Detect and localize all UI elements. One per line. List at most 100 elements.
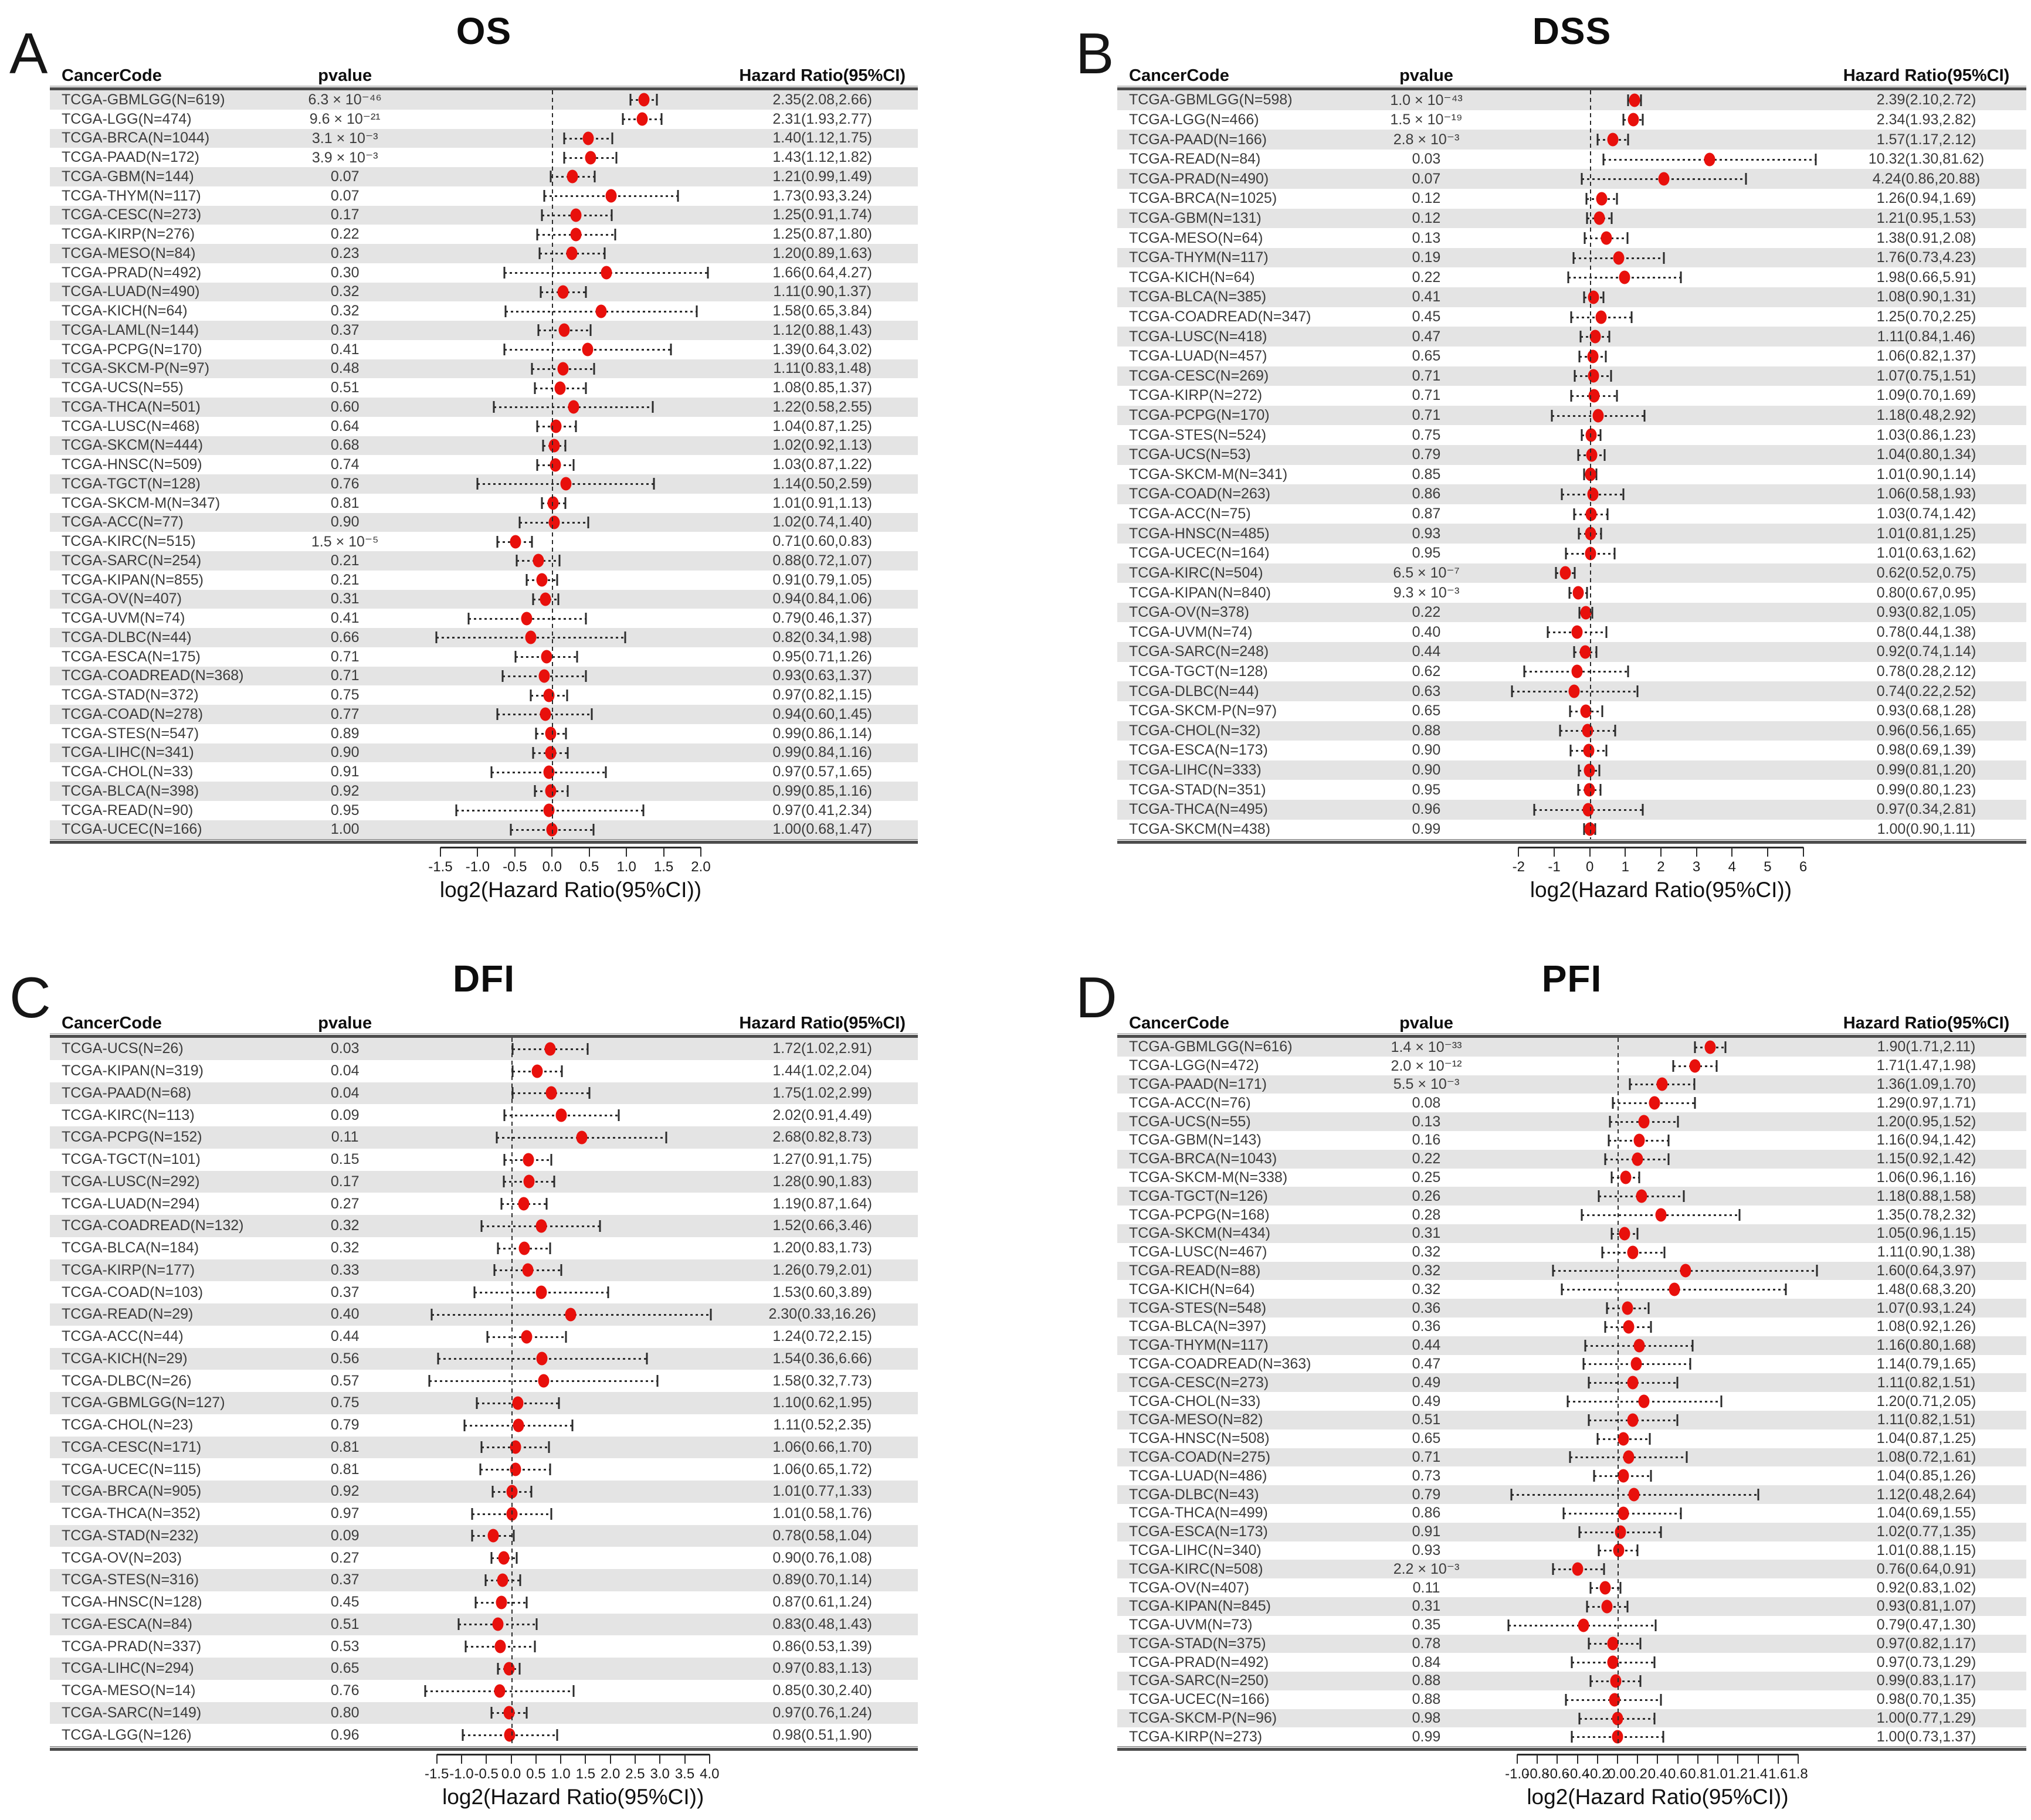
table-row: TCGA-LUAD(N=457) 0.65 1.06(0.82,1.37)	[1117, 347, 2026, 366]
ci-cap-left	[1602, 153, 1605, 165]
pvalue-label: 0.41	[330, 610, 360, 627]
ci-cap-left	[563, 151, 565, 164]
ci-plot-cell	[1499, 642, 1826, 662]
hazard-ratio-label: 1.60(0.64,3.97)	[1876, 1262, 1976, 1279]
hazard-ratio-dot	[568, 400, 579, 414]
panel-letter-d: D	[1076, 965, 1117, 1030]
hazard-ratio-dot	[548, 515, 560, 529]
ci-cap-left	[1578, 528, 1580, 540]
hazard-ratio-label: 1.03(0.87,1.22)	[772, 456, 872, 473]
x-axis-tick-label: 0.8	[1688, 1766, 1708, 1782]
hazard-ratio-label: 1.21(0.95,1.53)	[1876, 209, 1976, 226]
pvalue-label: 0.79	[1412, 1486, 1441, 1503]
hazard-ratio-label: 0.88(0.72,1.07)	[772, 552, 872, 569]
hazard-ratio-label: 1.35(0.78,2.32)	[1876, 1206, 1976, 1223]
ci-plot-cell	[415, 1171, 727, 1193]
cancer-code-label: TCGA-TGCT(N=126)	[1129, 1187, 1268, 1204]
reference-line-zero	[1617, 1038, 1619, 1746]
table-row: TCGA-READ(N=84) 0.03 10.32(1.30,81.62)	[1117, 150, 2026, 169]
cancer-code-label: TCGA-SARC(N=149)	[62, 1704, 202, 1721]
hazard-ratio-dot	[1618, 1432, 1629, 1446]
hazard-ratio-dot	[541, 650, 552, 664]
ci-cap-left	[493, 401, 495, 413]
pvalue-label: 0.80	[330, 1704, 360, 1721]
table-row: TCGA-BLCA(N=184) 0.32 1.20(0.83,1.73)	[50, 1237, 918, 1259]
hazard-ratio-label: 0.93(0.63,1.37)	[772, 667, 872, 684]
ci-cap-left	[537, 324, 540, 337]
x-axis-tick	[663, 847, 664, 857]
ci-cap-left	[1565, 1693, 1567, 1706]
hazard-ratio-label: 0.99(0.80,1.23)	[1876, 781, 1976, 798]
table-row: TCGA-TGCT(N=126) 0.26 1.18(0.88,1.58)	[1117, 1187, 2026, 1206]
hazard-ratio-label: 1.12(0.48,2.64)	[1876, 1486, 1976, 1503]
ci-cap-right	[556, 574, 558, 586]
hazard-ratio-dot	[1609, 1693, 1620, 1707]
cancer-code-label: TCGA-DLBC(N=44)	[1129, 682, 1259, 700]
table-row: TCGA-SKCM-P(N=97) 0.48 1.11(0.83,1.48)	[50, 359, 918, 379]
x-axis-tick	[1657, 1754, 1659, 1764]
ci-cap-left	[496, 1131, 498, 1143]
ci-plot-cell	[1499, 406, 1826, 426]
ci-cap-left	[1573, 508, 1575, 520]
table-row: TCGA-UCS(N=55) 0.51 1.08(0.85,1.37)	[50, 378, 918, 398]
hazard-ratio-label: 1.15(0.92,1.42)	[1876, 1150, 1976, 1167]
table-row: TCGA-LGG(N=126) 0.96 0.98(0.51,1.90)	[50, 1724, 918, 1746]
pvalue-label: 0.44	[330, 1328, 360, 1345]
pvalue-label: 0.90	[1412, 742, 1441, 759]
cancer-code-label: TCGA-CESC(N=273)	[62, 206, 202, 223]
x-axis-tick-label: -0.4	[1565, 1766, 1590, 1782]
hazard-ratio-label: 1.20(0.89,1.63)	[772, 245, 872, 262]
pvalue-label: 0.60	[330, 398, 360, 415]
hazard-ratio-label: 1.05(0.96,1.15)	[1876, 1225, 1976, 1242]
ci-cap-left	[490, 1552, 493, 1564]
hazard-ratio-label: 1.04(0.69,1.55)	[1876, 1505, 1976, 1522]
ci-cap-right	[1626, 1600, 1629, 1612]
table-row: TCGA-THCA(N=495) 0.96 0.97(0.34,2.81)	[1117, 799, 2026, 820]
table-row: TCGA-KICH(N=64) 0.32 1.58(0.65,3.84)	[50, 301, 918, 321]
hazard-ratio-dot	[544, 1042, 556, 1056]
hazard-ratio-label: 0.97(0.76,1.24)	[772, 1704, 872, 1721]
pvalue-label: 0.88	[1412, 1691, 1441, 1708]
column-header-hazard-ratio: Hazard Ratio(95%CI)	[739, 1014, 906, 1033]
table-row: TCGA-PCPG(N=168) 0.28 1.35(0.78,2.32)	[1117, 1206, 2026, 1224]
pvalue-label: 0.65	[330, 1660, 360, 1677]
ci-cap-left	[1568, 587, 1571, 599]
table-row: TCGA-MESO(N=84) 0.23 1.20(0.89,1.63)	[50, 244, 918, 263]
ci-cap-left	[511, 1043, 514, 1055]
pvalue-label: 0.25	[1412, 1169, 1441, 1186]
ci-cap-right	[558, 555, 561, 567]
hazard-ratio-dot	[1582, 724, 1593, 738]
hazard-ratio-label: 0.94(0.84,1.06)	[772, 590, 872, 607]
pvalue-label: 0.32	[330, 283, 360, 300]
hazard-ratio-label: 2.34(1.93,2.82)	[1876, 111, 1976, 128]
hazard-ratio-dot	[605, 189, 617, 203]
ci-plot-cell	[1499, 662, 1826, 682]
panel-dss: DSS CancerCode pvalue Hazard Ratio(95%CI) TC…	[1117, 7, 2026, 913]
cancer-code-label: TCGA-LIHC(N=333)	[1129, 762, 1262, 779]
ci-plot-cell	[415, 1414, 727, 1437]
hazard-ratio-dot	[536, 573, 548, 587]
ci-plot-cell	[1499, 1541, 1826, 1560]
ci-cap-right	[603, 247, 606, 260]
ci-plot-cell	[415, 1437, 727, 1459]
pvalue-label: 0.71	[1412, 367, 1441, 384]
ci-cap-right	[1676, 1414, 1679, 1426]
hazard-ratio-label: 1.01(0.58,1.76)	[772, 1505, 872, 1522]
ci-plot-cell	[415, 1149, 727, 1171]
ci-cap-left	[550, 171, 552, 183]
ci-plot-cell	[1499, 1597, 1826, 1616]
ci-plot-cell	[1499, 1392, 1826, 1411]
ci-cap-left	[516, 555, 518, 567]
ci-cap-right	[550, 1507, 552, 1520]
x-axis-tick-label: 5	[1764, 859, 1772, 875]
table-row: TCGA-TGCT(N=128) 0.62 0.78(0.28,2.12)	[1117, 662, 2026, 682]
pvalue-label: 0.49	[1412, 1374, 1441, 1391]
ci-cap-right	[530, 1485, 533, 1498]
ci-cap-left	[1583, 291, 1585, 303]
x-axis: -1.0 -0.8 -0.6 -0.4 -0.2 0.0 0.2 0.4 0.6 0.8 1.0 1.…	[1117, 1751, 2026, 1820]
hazard-ratio-label: 0.74(0.22,2.52)	[1876, 682, 1976, 700]
ci-plot-cell	[1499, 1112, 1826, 1131]
cancer-code-label: TCGA-COADREAD(N=368)	[62, 667, 244, 684]
table-row: TCGA-OV(N=378) 0.22 0.93(0.82,1.05)	[1117, 602, 2026, 623]
ci-cap-right	[591, 708, 593, 721]
